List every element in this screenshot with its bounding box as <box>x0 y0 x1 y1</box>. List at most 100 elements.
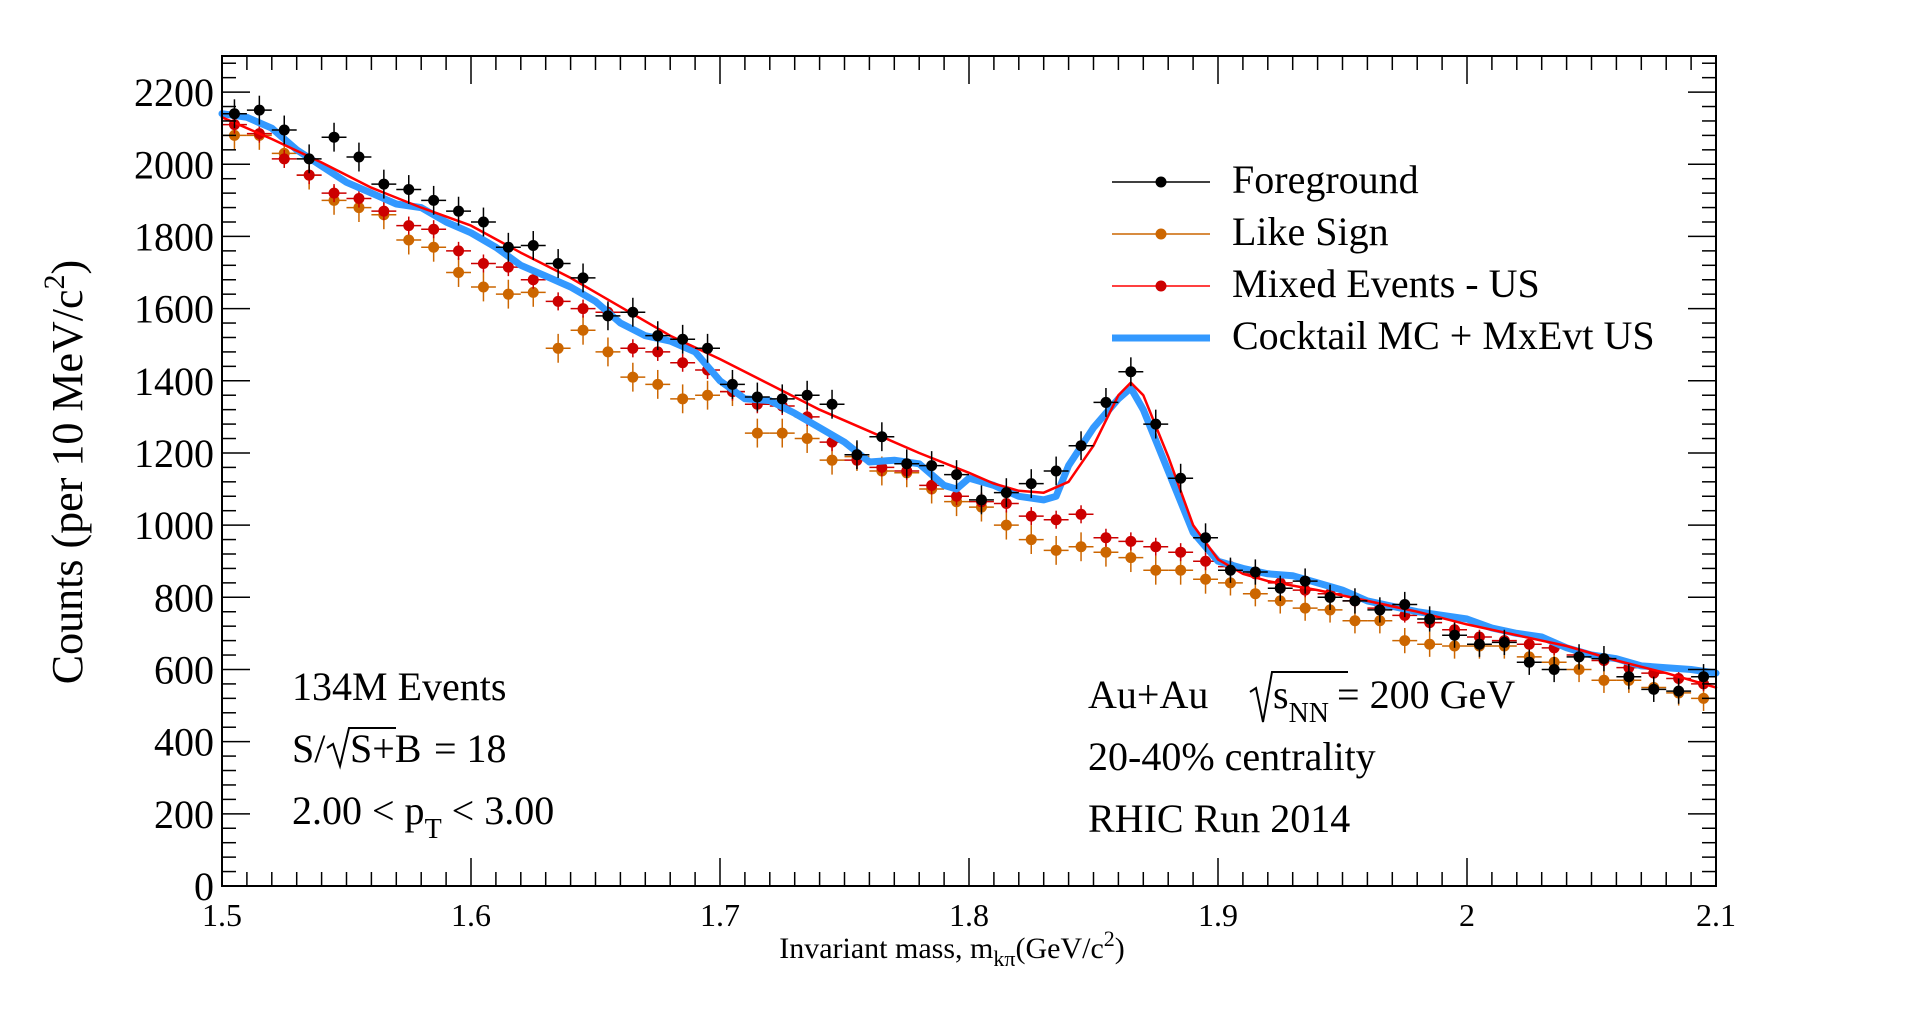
mixed-events-point <box>577 303 589 315</box>
mixed-events-point <box>1523 638 1535 650</box>
foreground-point <box>1075 440 1087 452</box>
foreground-point <box>951 469 963 481</box>
foreground-point <box>1025 478 1037 490</box>
like-sign-point <box>1200 573 1212 585</box>
x-axis-title-unit: (GeV/c <box>1015 932 1103 965</box>
foreground-point <box>527 239 539 251</box>
annotation-pt-range: 2.00 < pT < 3.00 <box>292 788 554 845</box>
foreground-point <box>1473 638 1485 650</box>
foreground-point <box>677 333 689 345</box>
like-sign-point <box>428 241 440 253</box>
foreground-point <box>453 205 465 217</box>
annotation-right: Au+Au sNN = 200 GeV 20-40% centrality RHI… <box>1088 671 1515 841</box>
foreground-point <box>826 398 838 410</box>
y-tick-label: 800 <box>154 575 214 620</box>
x-tick-label: 1.5 <box>202 897 242 933</box>
foreground-point <box>428 194 440 206</box>
foreground-point <box>801 389 813 401</box>
mixed-events-point <box>926 479 938 491</box>
foreground-point <box>1200 532 1212 544</box>
foreground-point <box>776 393 788 405</box>
legend-label-cocktail: Cocktail MC + MxEvt US <box>1232 313 1655 358</box>
like-sign-point <box>1299 602 1311 614</box>
annotation-energy: sNN = 200 GeV <box>1273 672 1515 729</box>
foreground-point <box>1224 564 1236 576</box>
annotation-energy-var: s <box>1273 672 1289 717</box>
like-sign-point <box>702 389 714 401</box>
foreground-point <box>1698 671 1710 683</box>
foreground-point <box>851 449 863 461</box>
like-sign-point <box>1175 564 1187 576</box>
x-tick-label: 1.7 <box>700 897 740 933</box>
mixed-events-point <box>428 223 440 235</box>
like-sign-point <box>1349 615 1361 627</box>
foreground-point <box>876 431 888 443</box>
foreground-point <box>1125 366 1137 378</box>
mixed-events-point <box>502 261 514 273</box>
foreground-point <box>378 178 390 190</box>
mixed-events-line <box>220 116 1718 689</box>
foreground-point <box>502 241 514 253</box>
foreground-point <box>1523 656 1535 668</box>
annotation-pt-prefix: 2.00 < p <box>292 788 425 833</box>
foreground-point <box>1449 629 1461 641</box>
x-axis-title-sub: kπ <box>993 946 1015 971</box>
y-axis-title: Counts (per 10 MeV/c2) <box>38 260 92 684</box>
annotation-pt-suffix: < 3.00 <box>452 788 555 833</box>
foreground-point <box>1673 685 1685 697</box>
mixed-events-point <box>1175 546 1187 558</box>
x-axis-title-unit-close: ) <box>1115 932 1125 965</box>
foreground-point <box>1324 591 1336 603</box>
legend-label-foreground: Foreground <box>1232 157 1419 202</box>
mixed-events-point <box>1200 555 1212 567</box>
tick-layer <box>221 56 1717 887</box>
foreground-point <box>1150 418 1162 430</box>
foreground-point <box>1175 472 1187 484</box>
y-tick-label: 1400 <box>134 359 214 404</box>
like-sign-point <box>602 346 614 358</box>
mixed-events-point <box>1075 508 1087 520</box>
like-sign-point <box>627 371 639 383</box>
foreground-point <box>1274 582 1286 594</box>
like-sign-point <box>1100 546 1112 558</box>
foreground-point <box>1623 671 1635 683</box>
foreground-point <box>726 378 738 390</box>
foreground-point <box>552 258 564 269</box>
y-tick-label: 2000 <box>134 142 214 187</box>
mixed-events-point <box>353 193 365 205</box>
annotation-signif-sqrt-sign <box>326 727 396 770</box>
y-tick-label: 2200 <box>134 70 214 115</box>
like-sign-point <box>776 427 788 439</box>
annotation-left: 134M Events S/ S+B = 18 2.00 < pT < 3.00 <box>292 664 554 845</box>
foreground-point <box>1598 653 1610 665</box>
like-sign-point <box>751 427 763 439</box>
legend-marker-like-sign <box>1155 228 1167 240</box>
y-tick-label: 400 <box>154 720 214 765</box>
y-tick-label: 1200 <box>134 431 214 476</box>
foreground-point <box>1000 487 1012 499</box>
like-sign-point <box>677 393 689 405</box>
mixed-events-point <box>328 187 340 199</box>
foreground-point <box>1424 613 1436 625</box>
foreground-point <box>253 104 265 116</box>
y-tick-label: 1800 <box>134 214 214 259</box>
foreground-point <box>652 330 664 342</box>
like-sign-point <box>1598 674 1610 686</box>
mixed-events-point <box>951 490 963 502</box>
x-tick-label: 1.9 <box>1198 897 1238 933</box>
foreground-point <box>702 342 714 354</box>
y-axis-title-sup: 2 <box>38 274 71 289</box>
foreground-point <box>1100 396 1112 408</box>
mixed-events-point <box>1150 541 1162 553</box>
foreground-point <box>353 151 365 163</box>
like-sign-point <box>1424 638 1436 650</box>
x-tick-label: 1.8 <box>949 897 989 933</box>
annotation-system: Au+Au <box>1088 672 1208 717</box>
mixed-events-point <box>652 346 664 358</box>
y-tick-label: 200 <box>154 792 214 837</box>
annotation-signif-radicand: S+B <box>350 726 421 771</box>
legend-marker-foreground <box>1155 176 1167 188</box>
x-tick-label: 2 <box>1459 897 1475 933</box>
y-axis-title-close: ) <box>43 260 92 275</box>
like-sign-point <box>552 342 564 354</box>
